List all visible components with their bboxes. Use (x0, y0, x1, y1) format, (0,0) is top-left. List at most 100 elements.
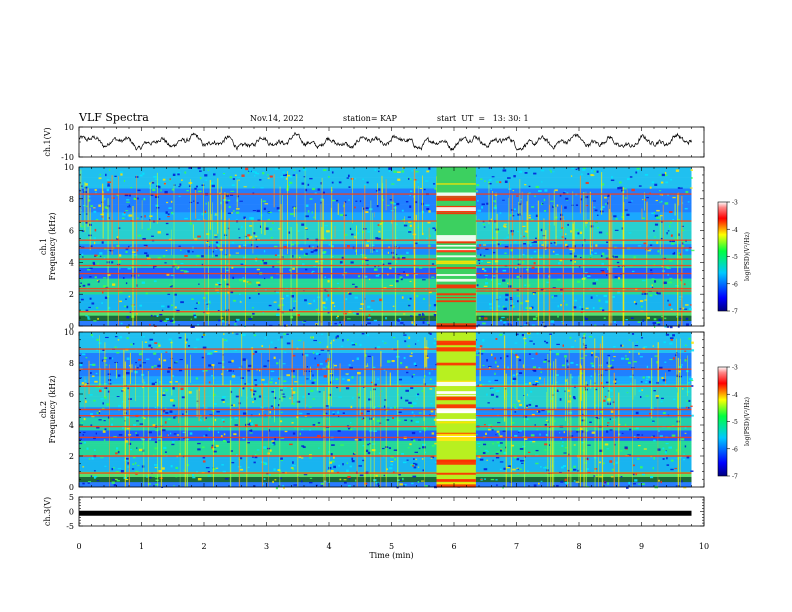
spectrogram-texture (218, 282, 222, 284)
spectrogram-texture (137, 234, 142, 237)
spectrogram-texture (167, 216, 170, 218)
spectrogram-texture (132, 343, 135, 345)
spectrogram-texture (433, 304, 437, 307)
spectrogram-texture (246, 281, 250, 283)
spectrogram-strip (79, 196, 692, 200)
spectrogram-texture (215, 240, 220, 243)
spectrogram-texture (127, 214, 130, 217)
spectrogram-texture (575, 364, 579, 366)
spectrogram-texture (483, 424, 486, 426)
spectrogram-texture (587, 275, 591, 277)
spectrogram-texture (411, 352, 413, 354)
spectrogram-texture (399, 408, 403, 410)
spectrogram-texture (323, 169, 327, 172)
spectrogram-texture (274, 438, 277, 441)
spectrogram-texture (626, 213, 630, 216)
spectrogram-texture (679, 253, 682, 256)
spectrogram-strip (79, 378, 692, 382)
spectrogram-texture (641, 293, 644, 295)
spectrogram-texture (209, 352, 213, 355)
spectrogram-texture (515, 407, 518, 409)
spectrogram-texture (634, 345, 639, 347)
spectrogram-texture (488, 365, 492, 367)
spectrogram-strip (79, 235, 692, 239)
spectrogram-texture (268, 324, 273, 326)
spectrogram-texture (313, 265, 317, 267)
spectrogram-texture (406, 366, 409, 369)
spectrogram-texture (641, 483, 645, 486)
spectrogram-texture (224, 309, 227, 312)
spectrogram-texture (489, 307, 494, 309)
spectrogram-texture (404, 483, 407, 486)
spectrogram-texture (653, 390, 656, 392)
spectrogram-texture (524, 230, 528, 233)
spectrogram-texture (383, 405, 386, 408)
spectrogram-texture (666, 457, 668, 460)
spectrogram-texture (488, 424, 491, 426)
spectrogram-texture (571, 167, 575, 170)
spectrogram-texture (508, 188, 512, 190)
spectrogram-texture (429, 234, 431, 238)
spectrogram-texture (196, 254, 200, 258)
spectrogram-texture (399, 483, 403, 486)
spectrogram-texture (95, 372, 98, 375)
spectrogram-strip (79, 323, 692, 327)
spectrogram-texture (202, 370, 205, 372)
spectrogram-texture (317, 422, 321, 424)
spectrogram-texture (425, 357, 429, 359)
spectrogram-texture (171, 441, 175, 443)
spectrogram-texture (490, 388, 495, 391)
spectrogram-texture (236, 208, 240, 210)
spectrogram-texture (576, 280, 581, 283)
spectrogram-texture (576, 429, 579, 432)
spectrogram-texture (519, 403, 522, 406)
spectrogram-texture (246, 237, 249, 240)
spectrogram-texture (144, 252, 148, 255)
spectrogram-texture (103, 357, 108, 359)
spectrogram-texture (550, 200, 554, 202)
spectrogram-texture (354, 206, 356, 209)
spectrogram-texture (646, 376, 650, 378)
spectrogram-texture (143, 417, 146, 420)
spectrogram-texture (195, 471, 199, 474)
burst-band (436, 278, 476, 282)
spectrogram-texture (197, 301, 200, 304)
spectrogram-texture (81, 382, 85, 385)
spectrogram-texture (681, 480, 683, 483)
spectrogram-texture (641, 217, 645, 220)
spectrogram-texture (275, 168, 277, 170)
spectrogram-texture (540, 480, 543, 482)
spectrogram-strip (79, 352, 692, 356)
spectrogram-texture (277, 404, 280, 407)
spectrogram-texture (85, 400, 87, 403)
spectrogram-texture (105, 336, 109, 339)
spectrogram-texture (107, 373, 111, 375)
spectrogram-texture (539, 433, 541, 436)
spectrogram-texture (191, 298, 194, 301)
spectrogram-texture (205, 291, 209, 295)
spectrogram-texture (301, 428, 304, 431)
spectrogram-texture (161, 429, 166, 432)
spectrogram-texture (678, 370, 681, 373)
spectrogram-texture (299, 384, 303, 386)
spectrogram-texture (503, 223, 507, 225)
spectrogram-texture (529, 307, 532, 310)
spectrogram-texture (294, 381, 298, 383)
spectrogram-texture (307, 392, 310, 395)
spectrogram-texture (598, 231, 603, 234)
spectrogram-texture (653, 229, 655, 232)
spectrogram-texture (365, 207, 369, 210)
spectrogram-texture (293, 307, 295, 310)
spectrogram-texture (345, 373, 349, 375)
spectrogram-texture (501, 316, 505, 319)
spectrogram-texture (158, 435, 162, 438)
spectrogram-texture (82, 284, 86, 287)
y-tick-label: 0 (69, 322, 74, 331)
spectrogram-texture (341, 263, 344, 266)
spectrogram-texture (345, 298, 348, 301)
spectrogram-texture (289, 175, 293, 178)
spectrogram-texture (483, 437, 485, 440)
spectrogram-texture (403, 224, 408, 227)
spectrogram-texture (167, 367, 172, 370)
station-label: station= KAP (343, 114, 397, 123)
